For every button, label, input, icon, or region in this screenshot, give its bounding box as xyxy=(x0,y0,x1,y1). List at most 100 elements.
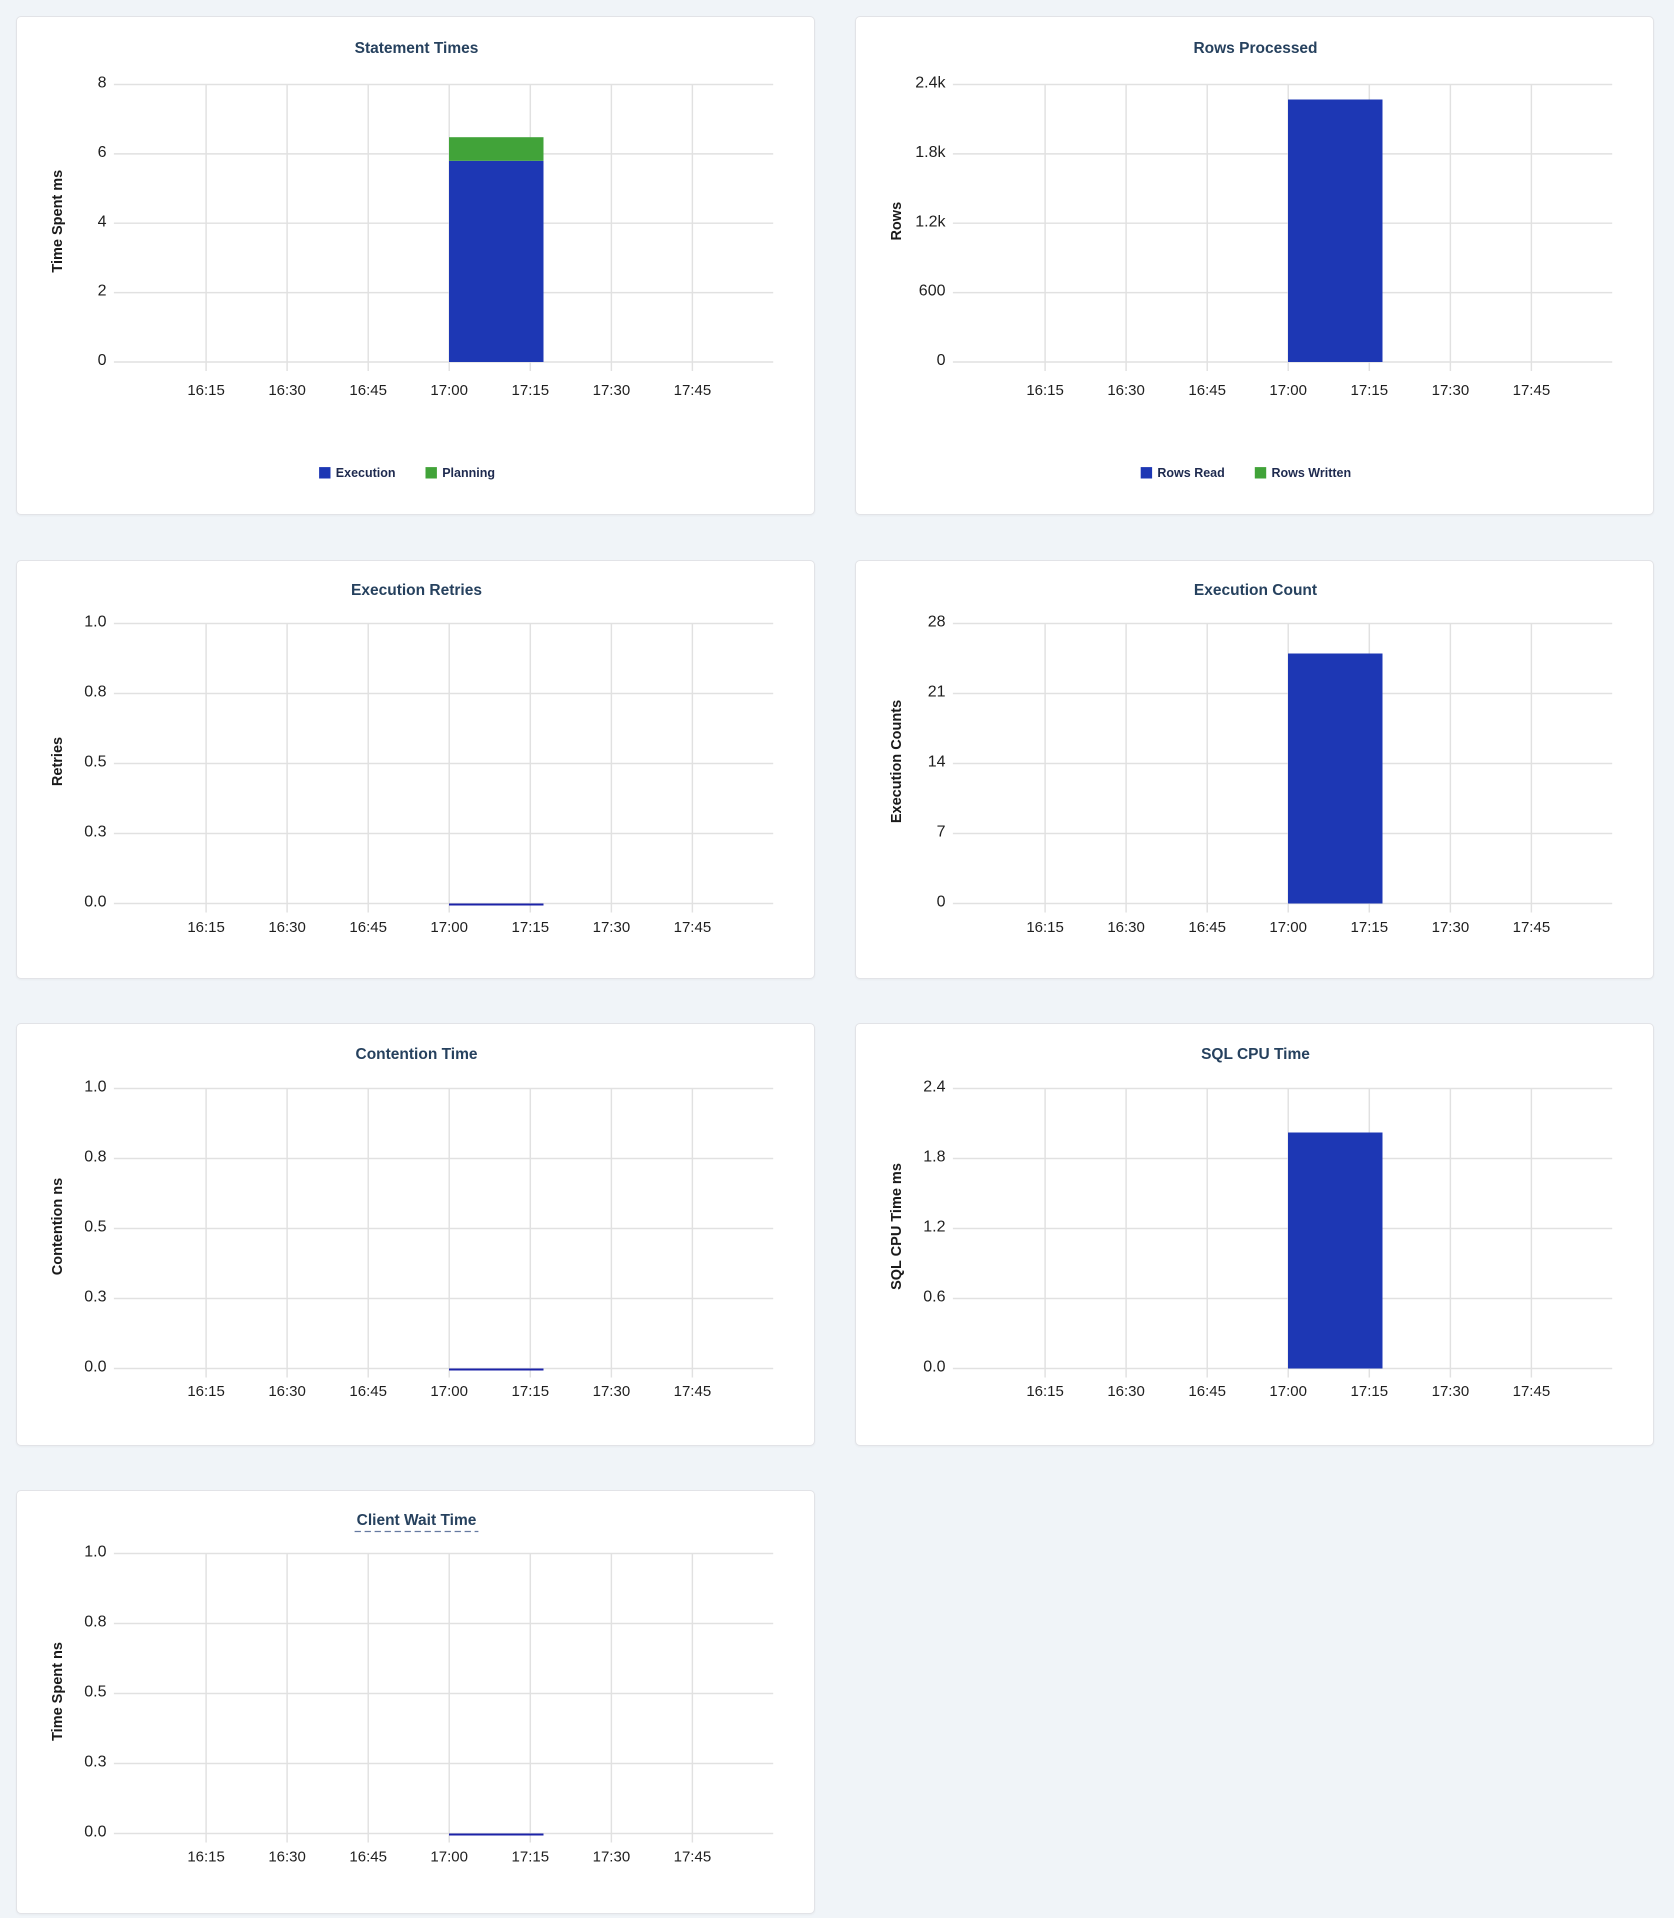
svg-text:16:15: 16:15 xyxy=(1026,919,1064,936)
svg-text:7: 7 xyxy=(937,824,946,841)
svg-text:16:45: 16:45 xyxy=(1188,1383,1226,1400)
svg-text:17:45: 17:45 xyxy=(1513,919,1551,936)
svg-text:1.2k: 1.2k xyxy=(915,213,946,230)
svg-text:16:15: 16:15 xyxy=(187,919,225,936)
svg-text:16:30: 16:30 xyxy=(1107,382,1145,399)
svg-text:1.8k: 1.8k xyxy=(915,144,946,161)
svg-text:0.0: 0.0 xyxy=(84,1359,106,1376)
svg-text:Time Spent ns: Time Spent ns xyxy=(50,1642,66,1741)
svg-text:0.6: 0.6 xyxy=(923,1289,945,1306)
svg-text:17:30: 17:30 xyxy=(593,1849,631,1866)
svg-text:17:15: 17:15 xyxy=(512,919,550,936)
svg-text:Statement Times: Statement Times xyxy=(355,40,479,57)
svg-text:17:15: 17:15 xyxy=(512,382,550,399)
svg-text:17:30: 17:30 xyxy=(593,1383,631,1400)
svg-text:16:30: 16:30 xyxy=(1107,919,1145,936)
svg-text:0.3: 0.3 xyxy=(84,1289,106,1306)
svg-text:16:45: 16:45 xyxy=(349,1849,387,1866)
svg-text:17:00: 17:00 xyxy=(1269,919,1307,936)
svg-text:Rows: Rows xyxy=(889,202,905,241)
svg-text:17:00: 17:00 xyxy=(430,1383,468,1400)
svg-text:16:15: 16:15 xyxy=(187,1383,225,1400)
svg-text:SQL CPU Time ms: SQL CPU Time ms xyxy=(889,1163,905,1290)
svg-text:16:30: 16:30 xyxy=(268,382,306,399)
svg-text:16:15: 16:15 xyxy=(187,382,225,399)
svg-text:17:15: 17:15 xyxy=(512,1849,550,1866)
svg-text:17:30: 17:30 xyxy=(593,919,631,936)
svg-text:17:30: 17:30 xyxy=(593,382,631,399)
svg-text:1.0: 1.0 xyxy=(84,614,106,631)
svg-text:16:45: 16:45 xyxy=(1188,919,1226,936)
svg-text:16:30: 16:30 xyxy=(268,919,306,936)
svg-text:0.0: 0.0 xyxy=(84,1824,106,1841)
svg-text:17:45: 17:45 xyxy=(1513,1383,1551,1400)
svg-text:Execution Count: Execution Count xyxy=(1194,582,1317,599)
svg-text:1.2: 1.2 xyxy=(923,1219,945,1236)
svg-text:0.5: 0.5 xyxy=(84,1684,106,1701)
svg-text:21: 21 xyxy=(928,684,946,701)
svg-text:Retries: Retries xyxy=(50,737,66,786)
svg-text:17:15: 17:15 xyxy=(1351,1383,1389,1400)
svg-text:Rows Written: Rows Written xyxy=(1272,466,1352,480)
svg-text:17:15: 17:15 xyxy=(512,1383,550,1400)
svg-text:16:45: 16:45 xyxy=(349,1383,387,1400)
svg-text:17:00: 17:00 xyxy=(430,1849,468,1866)
svg-text:0.5: 0.5 xyxy=(84,1219,106,1236)
svg-text:0.0: 0.0 xyxy=(84,894,106,911)
svg-text:16:30: 16:30 xyxy=(1107,1383,1145,1400)
svg-text:0.8: 0.8 xyxy=(84,1149,106,1166)
svg-text:16:30: 16:30 xyxy=(268,1383,306,1400)
svg-text:4: 4 xyxy=(98,213,107,230)
svg-text:0.8: 0.8 xyxy=(84,1614,106,1631)
svg-text:1.0: 1.0 xyxy=(84,1079,106,1096)
svg-text:0: 0 xyxy=(937,352,946,369)
svg-text:16:15: 16:15 xyxy=(187,1849,225,1866)
svg-text:SQL CPU Time: SQL CPU Time xyxy=(1201,1046,1310,1063)
svg-text:17:30: 17:30 xyxy=(1432,382,1470,399)
svg-text:Client Wait Time: Client Wait Time xyxy=(357,1512,477,1529)
svg-text:16:15: 16:15 xyxy=(1026,382,1064,399)
svg-text:0.0: 0.0 xyxy=(923,1359,945,1376)
svg-text:600: 600 xyxy=(919,283,946,300)
svg-text:1.0: 1.0 xyxy=(84,1544,106,1561)
svg-text:0.3: 0.3 xyxy=(84,824,106,841)
svg-text:17:45: 17:45 xyxy=(674,1849,712,1866)
svg-text:Execution: Execution xyxy=(336,466,396,480)
svg-text:2.4k: 2.4k xyxy=(915,75,946,92)
svg-text:0: 0 xyxy=(98,352,107,369)
svg-text:17:15: 17:15 xyxy=(1351,919,1389,936)
svg-text:16:45: 16:45 xyxy=(349,919,387,936)
svg-text:1.8: 1.8 xyxy=(923,1149,945,1166)
svg-text:0: 0 xyxy=(937,894,946,911)
svg-text:17:45: 17:45 xyxy=(674,1383,712,1400)
svg-text:17:45: 17:45 xyxy=(674,919,712,936)
svg-text:17:45: 17:45 xyxy=(674,382,712,399)
svg-text:17:00: 17:00 xyxy=(1269,382,1307,399)
svg-text:Planning: Planning xyxy=(442,466,495,480)
svg-text:0.8: 0.8 xyxy=(84,684,106,701)
svg-text:Time Spent ms: Time Spent ms xyxy=(50,170,66,273)
svg-text:Contention ns: Contention ns xyxy=(50,1178,66,1275)
svg-text:28: 28 xyxy=(928,614,946,631)
svg-text:17:00: 17:00 xyxy=(430,382,468,399)
svg-text:6: 6 xyxy=(98,144,107,161)
svg-text:17:15: 17:15 xyxy=(1351,382,1389,399)
svg-text:Execution Retries: Execution Retries xyxy=(351,582,482,599)
svg-text:Execution Counts: Execution Counts xyxy=(889,700,905,823)
svg-text:17:30: 17:30 xyxy=(1432,1383,1470,1400)
svg-text:14: 14 xyxy=(928,754,946,771)
svg-text:0.3: 0.3 xyxy=(84,1754,106,1771)
svg-text:0.5: 0.5 xyxy=(84,754,106,771)
svg-text:Rows Read: Rows Read xyxy=(1157,466,1224,480)
svg-text:2: 2 xyxy=(98,283,107,300)
svg-text:16:15: 16:15 xyxy=(1026,1383,1064,1400)
svg-text:Rows Processed: Rows Processed xyxy=(1193,40,1317,57)
svg-text:16:45: 16:45 xyxy=(1188,382,1226,399)
svg-text:8: 8 xyxy=(98,75,107,92)
svg-text:16:30: 16:30 xyxy=(268,1849,306,1866)
svg-text:Contention Time: Contention Time xyxy=(356,1046,478,1063)
svg-text:17:00: 17:00 xyxy=(1269,1383,1307,1400)
svg-text:17:00: 17:00 xyxy=(430,919,468,936)
svg-text:17:30: 17:30 xyxy=(1432,919,1470,936)
svg-text:16:45: 16:45 xyxy=(349,382,387,399)
